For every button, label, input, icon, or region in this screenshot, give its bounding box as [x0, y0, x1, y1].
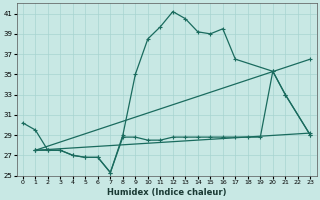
X-axis label: Humidex (Indice chaleur): Humidex (Indice chaleur): [107, 188, 226, 197]
